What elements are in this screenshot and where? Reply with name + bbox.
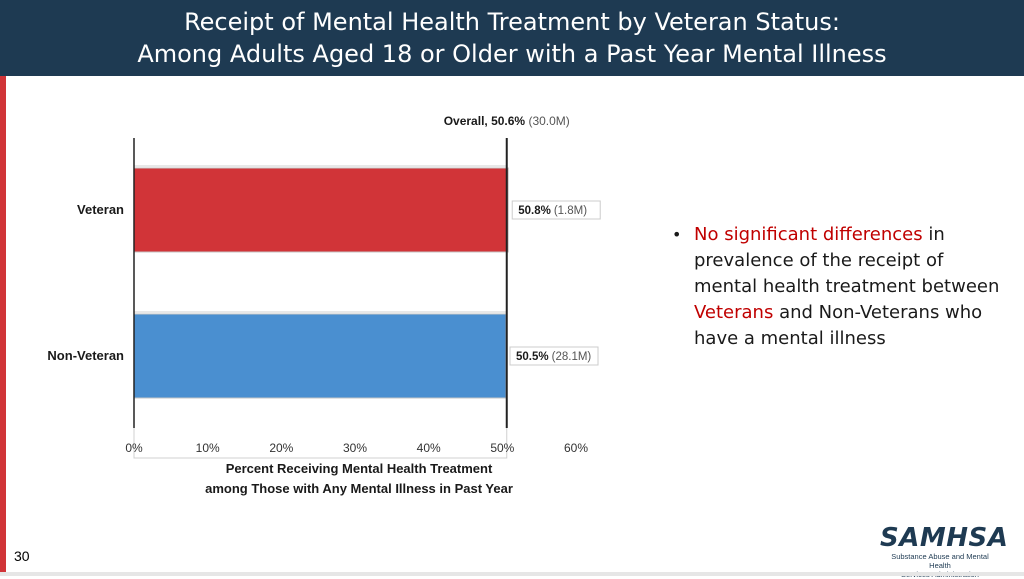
bullet-highlight-no-differences: No significant differences xyxy=(694,224,923,245)
left-accent-bar xyxy=(0,76,6,576)
bar-veteran xyxy=(133,167,509,253)
bullet-text-part4: and Non-Veterans who have a mental illne… xyxy=(694,302,983,349)
overall-value-text: 50.6% xyxy=(491,114,525,128)
data-label-value: 50.8% xyxy=(518,205,551,217)
bullet-dot-icon: • xyxy=(672,225,682,244)
data-label-value: 50.5% xyxy=(516,351,549,363)
bullet-text-part2: in prevalence of the receipt of mental h… xyxy=(694,224,1000,297)
data-label: 50.8% (1.8M) xyxy=(518,205,587,217)
bar-chart: Overall, 50.6% (30.0M) Veteran 50.8% (1.8M… xyxy=(47,114,601,496)
category-label: Non-Veteran xyxy=(47,348,124,363)
overall-count-text: (30.0M) xyxy=(528,114,569,128)
samhsa-logo-subtitle-line1: Substance Abuse and Mental Health xyxy=(891,552,989,570)
data-label-count: (28.1M) xyxy=(552,351,592,363)
x-tick-label: 30% xyxy=(343,441,367,455)
bullet-highlight-veterans: Veterans xyxy=(694,302,774,323)
overall-label-text: Overall, xyxy=(444,114,488,128)
x-tick-label: 10% xyxy=(196,441,220,455)
bar-non-veteran xyxy=(133,313,507,399)
page-title-line1: Receipt of Mental Health Treatment by Ve… xyxy=(184,8,840,36)
x-tick-label: 20% xyxy=(269,441,293,455)
bottom-rule xyxy=(0,572,1024,576)
page-number: 30 xyxy=(14,548,30,564)
page-title-line2: Among Adults Aged 18 or Older with a Pas… xyxy=(137,40,887,68)
bullet-text: No significant differences in prevalence… xyxy=(694,222,1002,352)
x-tick-label: 0% xyxy=(125,441,143,455)
overall-reference-label: Overall, 50.6% (30.0M) xyxy=(444,114,570,128)
bullet-note: • No significant differences in prevalen… xyxy=(672,222,1002,352)
title-band: Receipt of Mental Health Treatment by Ve… xyxy=(0,0,1024,76)
x-tick-label: 60% xyxy=(564,441,588,455)
data-label: 50.5% (28.1M) xyxy=(516,351,591,363)
data-label-count: (1.8M) xyxy=(554,205,587,217)
category-label: Veteran xyxy=(77,202,124,217)
x-tick-label: 40% xyxy=(417,441,441,455)
x-axis-title-line1: Percent Receiving Mental Health Treatmen… xyxy=(226,461,493,476)
data-label-box xyxy=(511,200,601,220)
data-label-box xyxy=(509,346,599,366)
samhsa-logo: SAMHSA Substance Abuse and Mental Health… xyxy=(880,523,1009,579)
x-axis-title-line2: among Those with Any Mental Illness in P… xyxy=(205,481,513,496)
x-tick-label: 50% xyxy=(490,441,514,455)
samhsa-logo-wordmark: SAMHSA xyxy=(880,523,1009,553)
